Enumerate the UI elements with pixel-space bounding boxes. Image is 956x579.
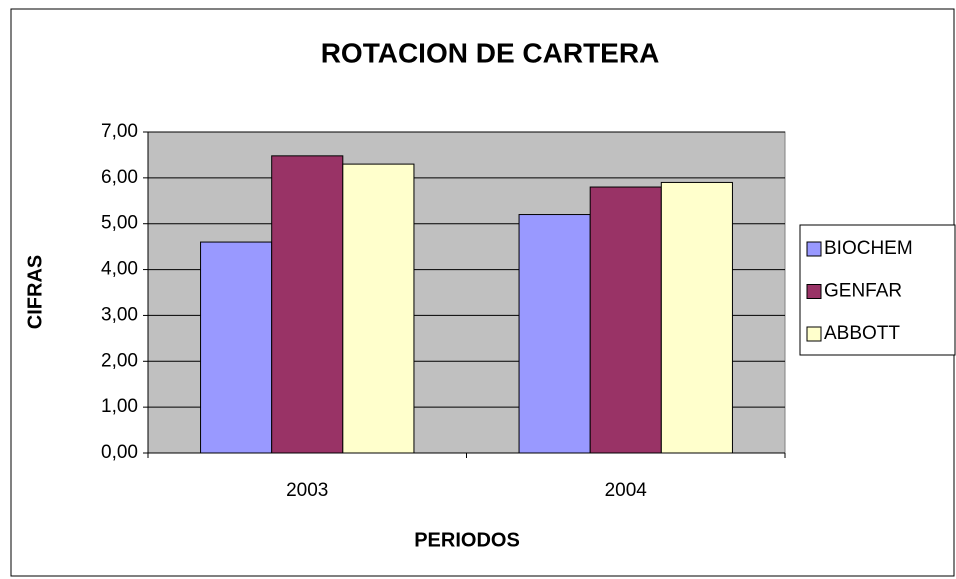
chart-title: ROTACION DE CARTERA	[321, 37, 660, 68]
bar	[660, 181, 733, 454]
x-axis-title: PERIODOS	[414, 529, 520, 551]
y-axis-title: CIFRAS	[24, 255, 46, 329]
y-tick-label: 0,00	[101, 442, 138, 463]
legend-box	[799, 224, 956, 356]
bar	[342, 163, 415, 454]
legend-swatch	[806, 241, 822, 257]
y-tick-label: 6,00	[101, 167, 138, 188]
legend-label: GENFAR	[824, 281, 902, 302]
y-tick-label: 5,00	[101, 213, 138, 234]
bar	[271, 155, 344, 454]
y-tick-label: 2,00	[101, 350, 138, 371]
x-tick-label: 2004	[605, 480, 648, 501]
y-tick-label: 3,00	[101, 304, 138, 325]
y-tick-label: 4,00	[101, 259, 138, 280]
y-tick-label: 1,00	[101, 396, 138, 417]
bar	[518, 214, 591, 454]
legend-label: ABBOTT	[824, 323, 900, 344]
legend-swatch	[806, 284, 822, 299]
x-tick-label: 2003	[286, 480, 328, 501]
legend-swatch	[806, 326, 822, 342]
bar	[200, 241, 273, 454]
bar	[589, 186, 662, 454]
y-tick-label: 7,00	[101, 121, 138, 142]
legend-label: BIOCHEM	[824, 238, 913, 259]
